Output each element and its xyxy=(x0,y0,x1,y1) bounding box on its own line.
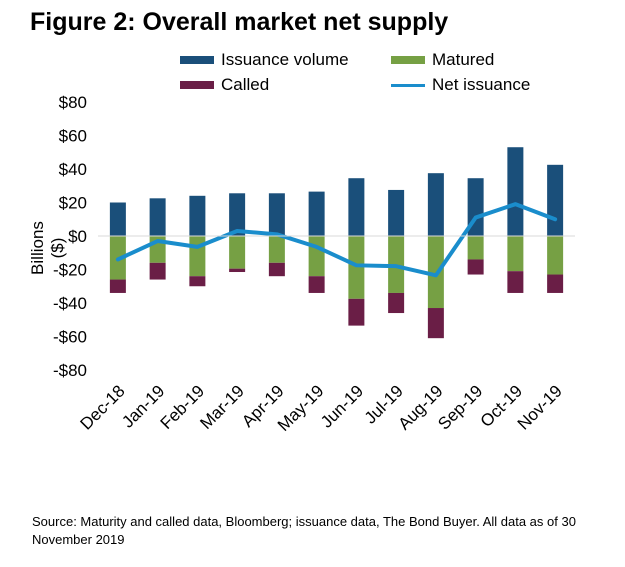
y-tick-label: -$40 xyxy=(53,294,87,313)
chart-title: Figure 2: Overall market net supply xyxy=(30,8,449,36)
bar-issuance xyxy=(507,147,524,236)
x-tick-label: Dec-18 xyxy=(77,381,129,433)
bar-issuance xyxy=(547,164,564,236)
bar-called xyxy=(547,274,564,293)
legend-label-net: Net issuance xyxy=(432,75,531,94)
bar-matured xyxy=(229,236,246,269)
bar-issuance xyxy=(149,198,166,236)
chart-plot: $80$60$40$20$0-$20-$40-$60-$80Dec-18Jan-… xyxy=(53,93,575,435)
bar-matured xyxy=(507,236,524,272)
bar-issuance xyxy=(348,178,365,236)
bar-called xyxy=(388,292,405,314)
bar-matured xyxy=(348,236,365,299)
legend: Issuance volume Matured Called Net issua… xyxy=(180,50,600,98)
bar-called xyxy=(189,276,206,287)
legend-item-net: Net issuance xyxy=(391,75,530,95)
bar-issuance xyxy=(268,193,285,236)
x-tick-label: Feb-19 xyxy=(157,381,209,433)
bar-called xyxy=(467,259,484,275)
bar-issuance xyxy=(308,191,325,236)
legend-item-called: Called xyxy=(180,75,269,95)
y-tick-label: $20 xyxy=(59,194,87,213)
bar-called xyxy=(348,298,365,326)
bar-called xyxy=(308,276,325,293)
y-tick-label: $60 xyxy=(59,127,87,146)
bar-issuance xyxy=(427,173,444,236)
bar-issuance xyxy=(189,195,206,236)
bar-called xyxy=(427,308,444,339)
bar-issuance xyxy=(229,193,246,236)
y-tick-label: $0 xyxy=(68,227,87,246)
y-tick-label: -$60 xyxy=(53,328,87,347)
legend-swatch-matured xyxy=(391,56,425,64)
bar-called xyxy=(507,271,524,293)
y-tick-label: $80 xyxy=(59,93,87,112)
legend-item-issuance: Issuance volume xyxy=(180,50,349,70)
bar-matured xyxy=(308,236,325,277)
legend-label-called: Called xyxy=(221,75,270,94)
x-tick-label: Nov-19 xyxy=(514,381,566,433)
legend-swatch-issuance xyxy=(180,56,214,64)
x-tick-label: Jun-19 xyxy=(317,381,367,431)
bar-issuance xyxy=(109,202,126,236)
bar-issuance xyxy=(388,189,405,236)
bar-called xyxy=(149,262,166,280)
y-tick-label: -$20 xyxy=(53,261,87,280)
legend-swatch-called xyxy=(180,81,214,89)
legend-label-issuance: Issuance volume xyxy=(221,50,349,69)
bar-matured xyxy=(467,236,484,260)
bar-called xyxy=(268,262,285,277)
line-net-issuance xyxy=(115,202,558,278)
y-tick-label: $40 xyxy=(59,160,87,179)
legend-swatch-net xyxy=(391,83,425,87)
bar-called xyxy=(109,279,126,293)
bar-called xyxy=(229,268,246,273)
y-tick-label: -$80 xyxy=(53,361,87,380)
bar-matured xyxy=(547,236,564,275)
x-tick-label: Sep-19 xyxy=(434,381,486,433)
bar-matured xyxy=(268,236,285,263)
legend-item-matured: Matured xyxy=(391,50,494,70)
legend-label-matured: Matured xyxy=(432,50,495,69)
bar-matured xyxy=(189,236,206,277)
source-note: Source: Maturity and called data, Bloomb… xyxy=(32,514,576,547)
x-tick-label: Mar-19 xyxy=(196,381,248,433)
